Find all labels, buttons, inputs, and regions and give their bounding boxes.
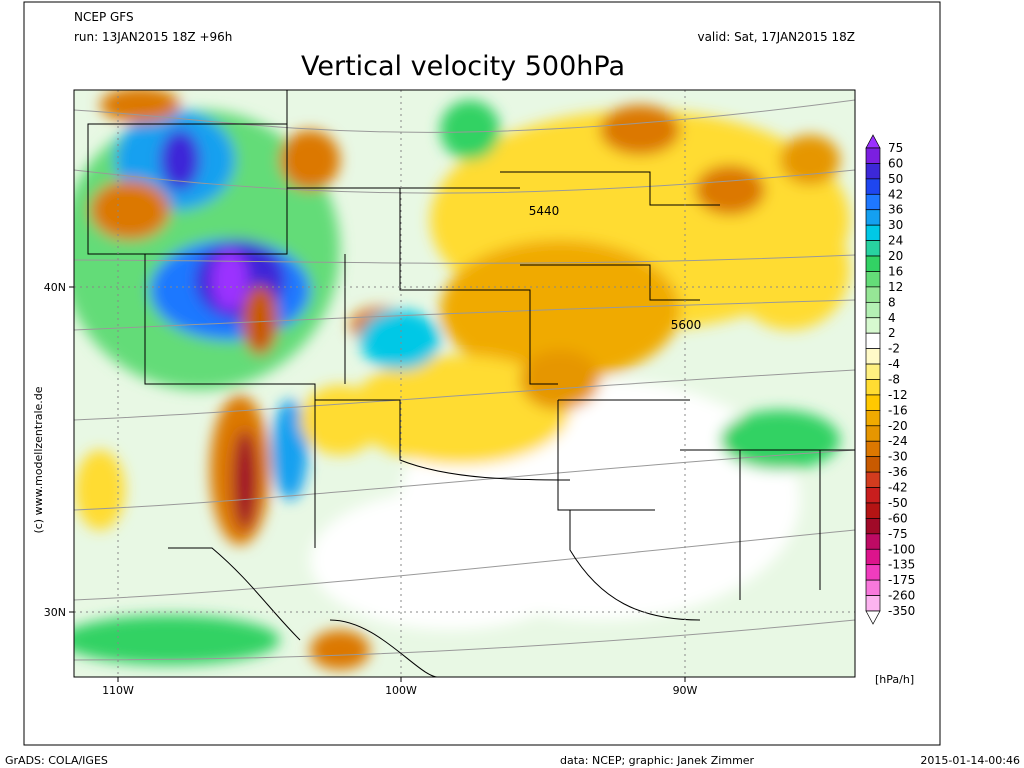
- model-name: NCEP GFS: [74, 10, 134, 24]
- colorbar-label: -36: [888, 465, 908, 479]
- map-field: [74, 90, 855, 677]
- contour-label: 5440: [529, 204, 560, 218]
- colorbar-box: [865, 379, 881, 396]
- colorbar-label: 42: [888, 187, 903, 201]
- lon-label: 100W: [385, 684, 417, 697]
- colorbar-box: [865, 456, 881, 473]
- colorbar-box: [865, 348, 881, 365]
- colorbar-label: 24: [888, 234, 903, 248]
- map-title: Vertical velocity 500hPa: [301, 51, 625, 82]
- colorbar-label: 16: [888, 264, 903, 278]
- colorbar-box: [865, 255, 881, 272]
- colorbar-label: -350: [888, 604, 915, 618]
- colorbar-box: [865, 271, 881, 288]
- colorbar-label: -30: [888, 450, 908, 464]
- colorbar-box: [865, 240, 881, 257]
- colorbar-label: -135: [888, 558, 915, 572]
- colorbar-label: 75: [888, 141, 903, 155]
- colorbar-box: [865, 548, 881, 566]
- colorbar-label: 20: [888, 249, 903, 263]
- frame: [23, 1, 941, 746]
- colorbar-label: -4: [888, 357, 900, 371]
- colorbar-box: [865, 209, 881, 226]
- colorbar-label: -260: [888, 589, 915, 603]
- colorbar-box: [865, 178, 881, 195]
- colorbar-label: -8: [888, 373, 900, 387]
- colorbar-label: 2: [888, 326, 896, 340]
- colorbar-label: -75: [888, 527, 908, 541]
- colorbar-label: -2: [888, 342, 900, 356]
- colorbar-label: -175: [888, 573, 915, 587]
- colorbar-label: 12: [888, 280, 903, 294]
- colorbar-box: [865, 410, 881, 427]
- map-border: [73, 89, 856, 678]
- colorbar-label: -50: [888, 496, 908, 510]
- colorbar-label: -42: [888, 481, 908, 495]
- colorbar-box: [865, 394, 881, 411]
- colorbar-unit: [hPa/h]: [875, 673, 914, 686]
- lat-label: 30N: [44, 606, 66, 619]
- colorbar-label: 8: [888, 295, 896, 309]
- colorbar-box: [865, 147, 881, 164]
- footer-center: data: NCEP; graphic: Janek Zimmer: [560, 754, 755, 767]
- colorbar-label: 36: [888, 203, 903, 217]
- colorbar-label: -16: [888, 403, 908, 417]
- footer-right: 2015-01-14-00:46: [920, 754, 1020, 767]
- colorbar-box: [865, 518, 881, 535]
- colorbar-label: -12: [888, 388, 908, 402]
- colorbar-label: -24: [888, 434, 908, 448]
- colorbar-box: [865, 564, 881, 581]
- lat-label: 40N: [44, 281, 66, 294]
- colorbar-box: [865, 471, 881, 488]
- colorbar-label: 60: [888, 156, 903, 170]
- colorbar-box: [865, 425, 881, 442]
- colorbar-label: -20: [888, 419, 908, 433]
- footer-left: GrADS: COLA/IGES: [5, 754, 108, 767]
- colorbar-box: [865, 502, 881, 519]
- colorbar-triangle: [865, 610, 881, 625]
- colorbar-label: 4: [888, 311, 896, 325]
- run-info: run: 13JAN2015 18Z +96h: [74, 30, 232, 44]
- colorbar-label: -100: [888, 542, 915, 556]
- colorbar-box: [865, 533, 881, 550]
- map-ticks: [69, 286, 686, 682]
- colorbar-box: [865, 363, 881, 380]
- colorbar-box: [865, 579, 881, 596]
- colorbar-box: [865, 440, 881, 458]
- contour-label: 5600: [671, 318, 702, 332]
- colorbar-box: [865, 595, 881, 612]
- valid-info: valid: Sat, 17JAN2015 18Z: [697, 30, 855, 44]
- colorbar-label: -60: [888, 511, 908, 525]
- colorbar: 75605042363024201612842-2-4-8-12-16-20-2…: [865, 134, 915, 625]
- colorbar-label: 30: [888, 218, 903, 232]
- colorbar-box: [865, 301, 881, 319]
- copyright: (c) www.modellzentrale.de: [32, 386, 45, 533]
- lon-label: 110W: [102, 684, 134, 697]
- colorbar-box: [865, 286, 881, 303]
- lon-label: 90W: [673, 684, 698, 697]
- colorbar-box: [865, 163, 881, 180]
- colorbar-label: 50: [888, 172, 903, 186]
- colorbar-triangle: [865, 134, 881, 149]
- colorbar-box: [865, 332, 881, 349]
- colorbar-box: [865, 487, 881, 504]
- colorbar-box: [865, 224, 881, 241]
- colorbar-box: [865, 317, 881, 334]
- colorbar-box: [865, 193, 881, 211]
